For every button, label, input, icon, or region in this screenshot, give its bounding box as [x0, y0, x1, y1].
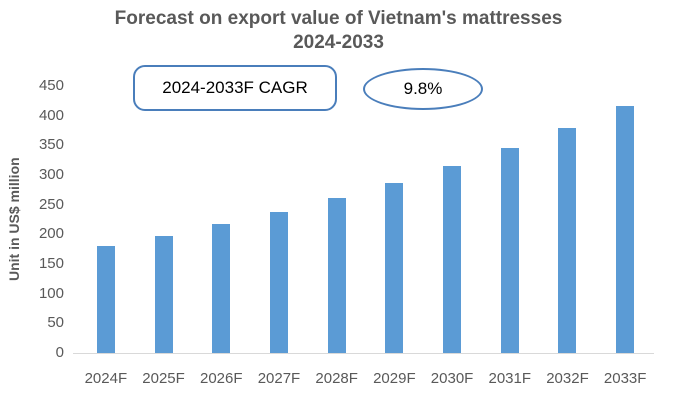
x-tick-label: 2029F	[373, 370, 416, 387]
y-tick-label: 150	[38, 254, 64, 272]
bar	[616, 105, 635, 353]
x-tick-label: 2025F	[142, 370, 185, 387]
cagr-label-box: 2024-2033F CAGR	[133, 65, 337, 111]
y-tick-label: 0	[55, 344, 64, 361]
bar	[327, 197, 346, 353]
bar	[212, 224, 231, 353]
x-tick-label: 2032F	[546, 370, 589, 387]
y-tick-label: 250	[38, 195, 64, 213]
bar-slot	[135, 86, 193, 353]
y-tick-label: 400	[38, 106, 64, 124]
cagr-value-text: 9.8%	[403, 79, 443, 98]
bar	[558, 127, 577, 353]
bar	[96, 246, 115, 353]
x-tick-label: 2031F	[488, 370, 532, 387]
bar-slot	[308, 86, 366, 353]
y-tick-label: 200	[38, 225, 64, 243]
x-axis-line	[73, 353, 654, 354]
bar	[443, 166, 462, 353]
y-tick-label: 50	[47, 314, 64, 332]
cagr-value-ellipse: 9.8%	[363, 68, 483, 110]
bar	[154, 235, 173, 353]
y-tick-label: 350	[38, 136, 64, 154]
x-axis-labels: 2024F 2025F 2026F 2027F 2028F 2029F 2030F 2031F…	[77, 370, 654, 387]
x-tick-label: 2026F	[199, 370, 243, 387]
bar-slot	[596, 86, 654, 353]
y-tick-label: 100	[38, 284, 64, 302]
x-tick-label: 2033F	[603, 370, 647, 387]
bar-slot	[481, 86, 539, 353]
bar-slot	[366, 86, 424, 353]
x-tick-label: 2030F	[430, 370, 474, 387]
chart-title: Forecast on export value of Vietnam's ma…	[0, 7, 677, 55]
y-axis-ticks: 450 400 350 300 250 200 150 100 50 0	[0, 77, 64, 361]
bar	[385, 182, 404, 353]
bar	[500, 147, 519, 353]
x-tick-label: 2028F	[315, 370, 358, 387]
y-tick-label: 450	[38, 77, 64, 94]
x-tick-label: 2024F	[84, 370, 128, 387]
bar-slot	[77, 86, 135, 353]
chart-title-line1: Forecast on export value of Vietnam's ma…	[114, 8, 563, 29]
bar-slot	[539, 86, 597, 353]
cagr-label-text: 2024-2033F CAGR	[162, 78, 308, 97]
bar-slot	[250, 86, 308, 353]
plot-area	[77, 86, 654, 353]
bar	[269, 211, 288, 353]
y-tick-label: 300	[38, 165, 64, 183]
chart-title-line2: 2024-2033	[293, 32, 384, 53]
bar-slot	[423, 86, 481, 353]
bar-slot	[192, 86, 250, 353]
x-tick-label: 2027F	[257, 370, 301, 387]
